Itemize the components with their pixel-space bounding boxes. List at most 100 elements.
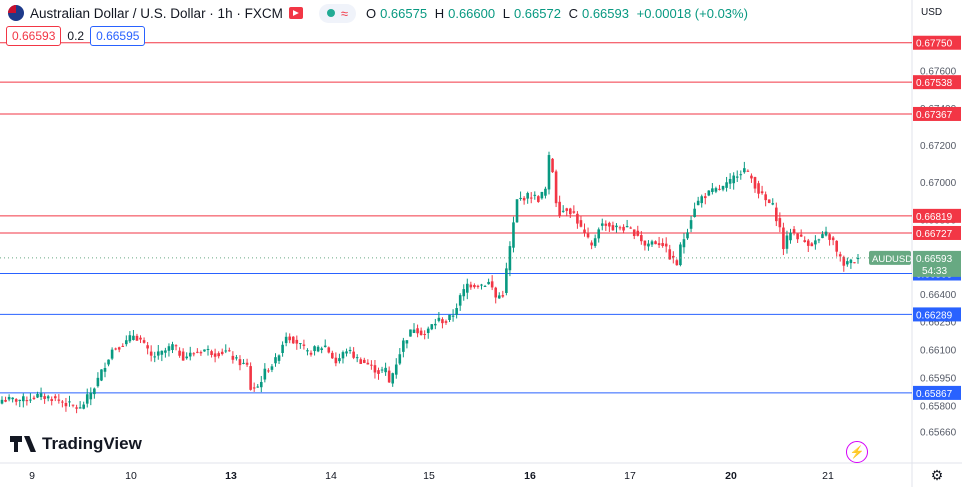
candle-body — [259, 381, 263, 388]
candle-body — [561, 210, 565, 212]
candle-body — [419, 330, 423, 336]
candle-body — [359, 359, 363, 364]
candle-body — [110, 349, 114, 359]
candle-body — [366, 362, 370, 365]
tradingview-logo[interactable]: TradingView — [10, 434, 142, 454]
candle-body — [164, 350, 167, 353]
candle-body — [473, 285, 476, 288]
x-tick-label: 21 — [822, 470, 834, 482]
candle-body — [636, 230, 640, 236]
candle-body — [121, 345, 125, 347]
candle-body — [327, 347, 331, 353]
candle-body — [526, 193, 529, 199]
candle-body — [75, 407, 78, 409]
candle-body — [135, 335, 139, 341]
candle-body — [576, 213, 579, 224]
candle-body — [842, 256, 846, 266]
candle-body — [291, 336, 295, 344]
sell-button[interactable]: 0.66593 — [6, 26, 62, 46]
market-status-icon[interactable] — [288, 7, 303, 19]
candle-body — [789, 232, 792, 241]
lightning-icon[interactable]: ⚡ — [846, 441, 868, 463]
candle-body — [117, 347, 121, 350]
candles — [0, 151, 860, 414]
candle-body — [22, 396, 25, 402]
y-tick-label: 0.65800 — [920, 401, 957, 412]
candle-body — [682, 239, 686, 248]
low-value: 0.66572 — [513, 5, 561, 21]
candle-body — [235, 357, 238, 359]
resistance-level-label-bg — [913, 75, 961, 90]
y-tick-label: 0.66100 — [920, 346, 957, 357]
candle-body — [178, 350, 181, 356]
candle-body — [345, 351, 348, 354]
indicator-status[interactable]: ≈ — [318, 3, 356, 23]
candle-body — [263, 368, 267, 380]
logo-text: TradingView — [42, 434, 142, 453]
buy-button[interactable]: 0.66595 — [90, 26, 146, 46]
candle-body — [618, 227, 622, 229]
candle-body — [451, 315, 455, 317]
settings-gear-icon[interactable]: ⚙ — [930, 466, 944, 483]
candle-body — [380, 369, 384, 371]
candle-body — [654, 241, 657, 245]
candle-body — [256, 386, 260, 388]
candle-body — [583, 229, 586, 233]
candle-body — [341, 352, 345, 359]
candle-body — [622, 226, 625, 231]
candle-body — [149, 351, 153, 356]
live-dot-icon — [326, 9, 335, 17]
candle-body — [409, 329, 412, 337]
candle-body — [36, 394, 39, 398]
candle-body — [89, 392, 93, 400]
candle-body — [590, 242, 593, 246]
candle-body — [352, 351, 355, 358]
candle-body — [32, 397, 36, 399]
candle-body — [295, 339, 299, 344]
candle-body — [533, 194, 537, 196]
candle-body — [0, 399, 4, 404]
candle-body — [373, 365, 377, 373]
candle-body — [703, 196, 707, 199]
candle-body — [68, 401, 71, 403]
candle-body — [426, 328, 430, 334]
candle-body — [252, 387, 256, 389]
candle-body — [814, 240, 817, 245]
candle-body — [114, 348, 117, 350]
candle-body — [210, 351, 213, 355]
resistance-level-label: 0.66727 — [916, 229, 953, 240]
x-tick-label: 13 — [225, 470, 237, 482]
candle-body — [853, 262, 856, 264]
candle-body — [476, 285, 480, 287]
candle-body — [767, 199, 771, 203]
candle-body — [434, 323, 437, 326]
candle-body — [643, 240, 647, 246]
candle-body — [775, 207, 778, 222]
support-level-label-bg — [913, 385, 961, 400]
candle-body — [7, 396, 11, 400]
candle-body — [196, 351, 199, 353]
spread-value: 0.2 — [67, 29, 85, 43]
y-tick-label: 0.67000 — [920, 178, 957, 189]
candle-body — [132, 335, 135, 340]
candle-body — [632, 229, 636, 237]
candle-body — [217, 353, 220, 357]
candle-body — [707, 190, 711, 196]
support-level-label-bg — [913, 307, 961, 322]
x-tick-label: 17 — [624, 470, 636, 482]
candle-body — [640, 235, 643, 242]
candle-body — [323, 345, 327, 347]
candle-body — [331, 352, 334, 359]
candle-body — [558, 201, 561, 216]
candle-body — [281, 344, 284, 354]
candle-body — [725, 182, 728, 188]
candle-body — [284, 336, 288, 344]
candle-body — [615, 225, 618, 228]
candle-body — [572, 211, 576, 213]
candle-body — [46, 396, 50, 399]
candle-body — [57, 399, 61, 401]
candle-body — [799, 234, 803, 237]
candle-body — [661, 243, 664, 246]
symbol-title[interactable]: Australian Dollar / U.S. Dollar · 1h · F… — [30, 5, 283, 21]
